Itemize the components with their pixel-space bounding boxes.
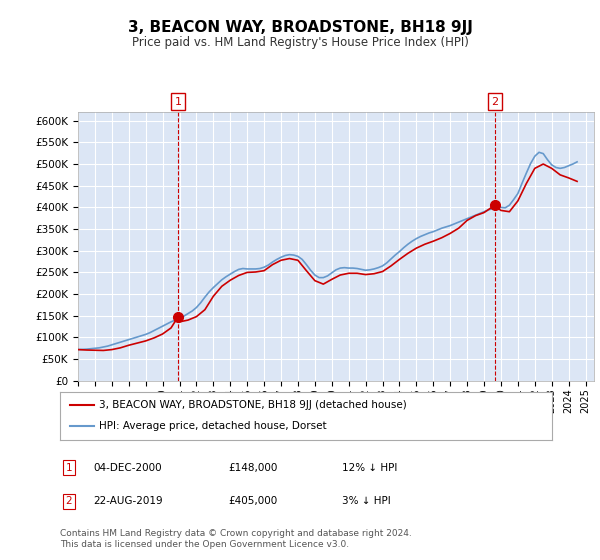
Text: 22-AUG-2019: 22-AUG-2019 (93, 496, 163, 506)
Text: 1: 1 (65, 463, 73, 473)
Text: HPI: Average price, detached house, Dorset: HPI: Average price, detached house, Dors… (100, 421, 327, 431)
Text: 1: 1 (175, 97, 182, 106)
Text: 3% ↓ HPI: 3% ↓ HPI (342, 496, 391, 506)
Text: 2: 2 (65, 496, 73, 506)
Text: 12% ↓ HPI: 12% ↓ HPI (342, 463, 397, 473)
Text: £405,000: £405,000 (228, 496, 277, 506)
Text: 2: 2 (491, 97, 499, 106)
Text: 3, BEACON WAY, BROADSTONE, BH18 9JJ: 3, BEACON WAY, BROADSTONE, BH18 9JJ (128, 20, 472, 35)
Text: £148,000: £148,000 (228, 463, 277, 473)
Text: 04-DEC-2000: 04-DEC-2000 (93, 463, 161, 473)
Text: 3, BEACON WAY, BROADSTONE, BH18 9JJ (detached house): 3, BEACON WAY, BROADSTONE, BH18 9JJ (det… (100, 400, 407, 410)
Text: Contains HM Land Registry data © Crown copyright and database right 2024.
This d: Contains HM Land Registry data © Crown c… (60, 529, 412, 549)
Text: Price paid vs. HM Land Registry's House Price Index (HPI): Price paid vs. HM Land Registry's House … (131, 36, 469, 49)
